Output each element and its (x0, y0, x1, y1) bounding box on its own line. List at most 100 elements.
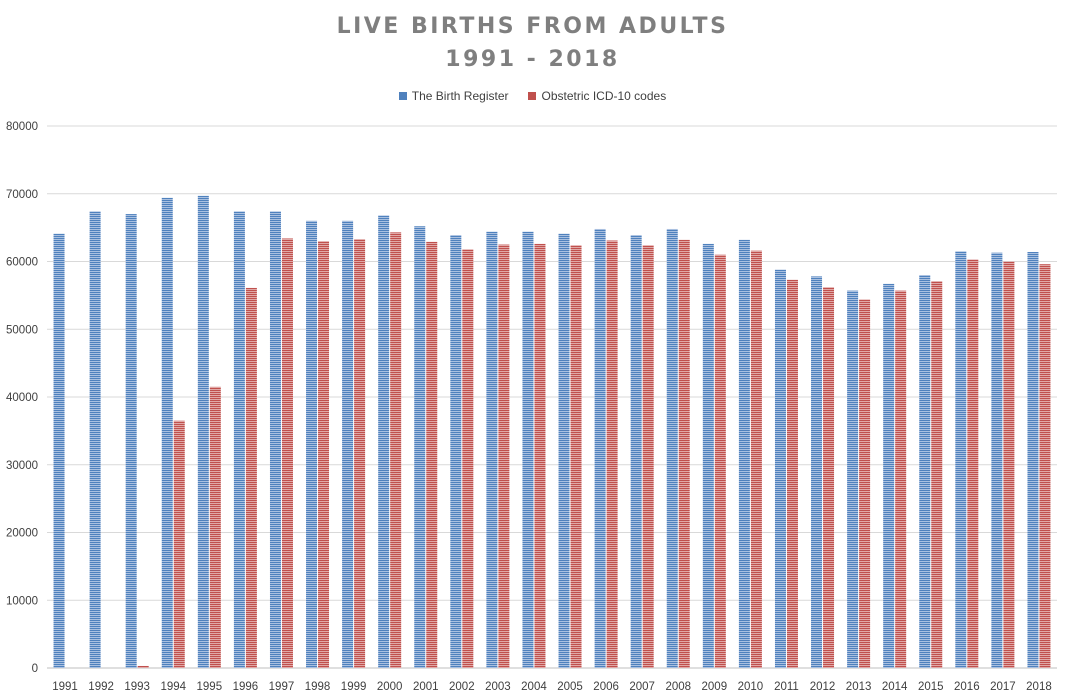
bar-birth-register (414, 226, 426, 668)
legend-item-birth-register: The Birth Register (398, 89, 509, 103)
x-tick-label: 1991 (52, 681, 78, 693)
bar-birth-register (306, 220, 318, 668)
bar-birth-register (991, 252, 1003, 668)
bars (53, 195, 1051, 669)
x-tick-label: 1994 (160, 681, 186, 693)
bar-birth-register (125, 214, 137, 668)
x-tick-label: 2008 (665, 681, 691, 693)
legend-swatch-birth-register (398, 92, 407, 100)
legend-label-birth-register: The Birth Register (411, 89, 509, 103)
bar-birth-register (883, 283, 895, 668)
bar-icd10 (1039, 264, 1051, 668)
chart-legend: The Birth Register Obstetric ICD-10 code… (0, 89, 1065, 103)
bar-icd10 (209, 386, 221, 668)
bar-birth-register (269, 211, 281, 669)
bar-birth-register (486, 231, 498, 668)
x-tick-label: 2009 (702, 681, 728, 693)
x-tick-label: 2005 (557, 681, 583, 693)
x-tick-label: 2013 (846, 681, 872, 693)
x-tick-label: 1998 (305, 681, 331, 693)
bar-birth-register (53, 233, 65, 668)
bar-icd10 (642, 245, 654, 669)
bar-icd10 (570, 245, 582, 669)
bar-birth-register (919, 275, 931, 668)
x-tick-label: 2007 (629, 681, 655, 693)
bar-icd10 (931, 281, 943, 668)
bar-icd10 (1003, 261, 1015, 668)
chart-subtitle: 1991 - 2018 (445, 47, 620, 72)
bar-icd10 (318, 241, 330, 669)
bar-icd10 (390, 232, 402, 668)
x-tick-label: 2006 (593, 681, 619, 693)
bar-birth-register (161, 197, 173, 668)
chart-title: LIVE BIRTHS FROM ADULTS (336, 14, 729, 39)
y-tick-label: 20000 (6, 528, 38, 540)
y-tick-label: 50000 (6, 324, 38, 336)
bar-icd10 (281, 238, 293, 668)
x-tick-label: 2016 (954, 681, 980, 693)
bar-icd10 (354, 239, 366, 668)
y-tick-label: 10000 (6, 595, 38, 607)
y-tick-label: 70000 (6, 189, 38, 201)
bar-icd10 (967, 259, 979, 668)
bar-icd10 (426, 241, 438, 669)
x-tick-label: 2017 (990, 681, 1016, 693)
bar-icd10 (534, 243, 546, 668)
legend-swatch-icd10 (528, 92, 537, 100)
bar-icd10 (173, 420, 185, 668)
bar-birth-register (738, 239, 750, 668)
bar-birth-register (702, 243, 714, 668)
x-tick-label: 2000 (377, 681, 403, 693)
bar-birth-register (666, 228, 678, 669)
bar-icd10 (245, 287, 257, 668)
bar-birth-register (955, 251, 967, 668)
bar-icd10 (678, 239, 690, 668)
bar-icd10 (714, 254, 726, 668)
x-tick-label: 1996 (233, 681, 259, 693)
bar-birth-register (89, 211, 101, 669)
bar-birth-register (522, 231, 534, 668)
x-tick-label: 1993 (124, 681, 150, 693)
bar-birth-register (630, 235, 642, 668)
bar-icd10 (462, 249, 474, 668)
x-tick-label: 2001 (413, 681, 439, 693)
x-tick-label: 2015 (918, 681, 944, 693)
bar-icd10 (137, 665, 149, 668)
y-tick-label: 80000 (6, 121, 38, 133)
bar-birth-register (558, 233, 570, 668)
bar-icd10 (786, 279, 798, 668)
bar-birth-register (233, 211, 245, 669)
x-tick-label: 2018 (1026, 681, 1052, 693)
bar-birth-register (197, 195, 209, 668)
bar-birth-register (774, 269, 786, 668)
x-tick-label: 2003 (485, 681, 511, 693)
y-tick-label: 0 (32, 663, 38, 675)
x-tick-label: 1992 (88, 681, 114, 693)
y-tick-label: 60000 (6, 257, 38, 269)
x-tick-label: 2012 (810, 681, 836, 693)
x-tick-label: 2010 (738, 681, 764, 693)
bar-icd10 (895, 290, 907, 668)
bar-birth-register (847, 290, 859, 668)
y-tick-label: 40000 (6, 392, 38, 404)
bar-birth-register (811, 276, 823, 668)
bar-icd10 (606, 240, 618, 668)
bar-birth-register (342, 220, 354, 668)
bar-icd10 (823, 287, 835, 668)
x-tick-label: 1999 (341, 681, 367, 693)
bar-icd10 (498, 244, 510, 668)
x-tick-label: 2011 (774, 681, 799, 693)
bar-birth-register (450, 235, 462, 668)
x-tick-label: 1997 (269, 681, 295, 693)
legend-label-icd10: Obstetric ICD-10 codes (541, 89, 667, 103)
bar-icd10 (859, 299, 871, 668)
legend-item-icd10: Obstetric ICD-10 codes (528, 89, 666, 103)
bar-birth-register (594, 228, 606, 669)
y-tick-label: 30000 (6, 460, 38, 472)
x-tick-label: 2004 (521, 681, 547, 693)
axis-labels: 0 10000 20000 30000 40000 50000 60000 70000 8000… (6, 121, 1052, 693)
bar-icd10 (750, 250, 762, 668)
bar-birth-register (378, 215, 390, 668)
x-tick-label: 2002 (449, 681, 475, 693)
